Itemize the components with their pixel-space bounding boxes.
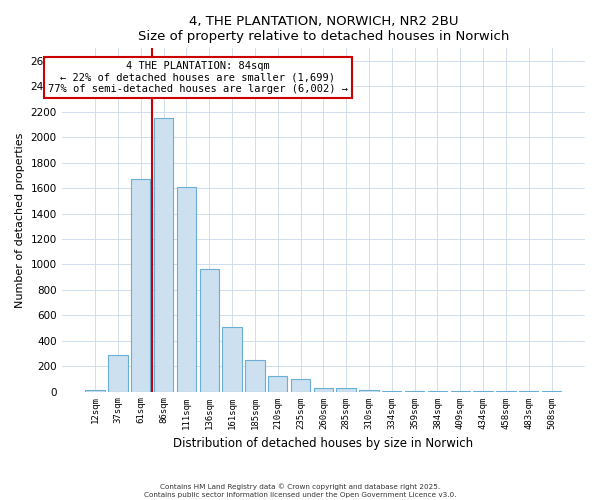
Title: 4, THE PLANTATION, NORWICH, NR2 2BU
Size of property relative to detached houses: 4, THE PLANTATION, NORWICH, NR2 2BU Size… xyxy=(137,15,509,43)
Bar xyxy=(223,326,242,392)
Bar xyxy=(108,354,128,392)
Bar xyxy=(337,388,356,392)
Bar xyxy=(177,187,196,392)
Bar xyxy=(245,360,265,392)
Bar xyxy=(268,376,287,392)
Bar xyxy=(131,180,151,392)
Bar xyxy=(85,390,105,392)
Bar xyxy=(154,118,173,392)
Bar xyxy=(314,388,333,392)
X-axis label: Distribution of detached houses by size in Norwich: Distribution of detached houses by size … xyxy=(173,437,473,450)
Bar xyxy=(359,390,379,392)
Bar xyxy=(291,380,310,392)
Y-axis label: Number of detached properties: Number of detached properties xyxy=(15,132,25,308)
Bar xyxy=(200,269,219,392)
Text: 4 THE PLANTATION: 84sqm
← 22% of detached houses are smaller (1,699)
77% of semi: 4 THE PLANTATION: 84sqm ← 22% of detache… xyxy=(48,61,348,94)
Text: Contains HM Land Registry data © Crown copyright and database right 2025.
Contai: Contains HM Land Registry data © Crown c… xyxy=(144,484,456,498)
Bar xyxy=(382,391,401,392)
